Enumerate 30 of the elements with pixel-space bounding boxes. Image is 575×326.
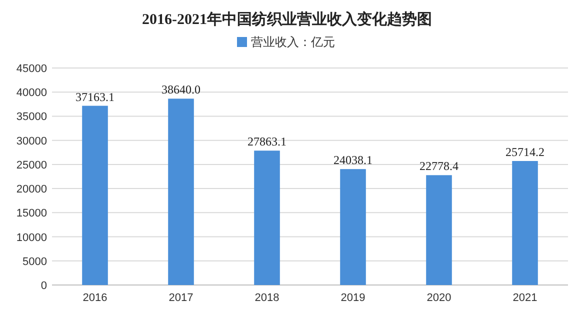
legend-label: 营业收入：亿元 bbox=[251, 35, 335, 49]
y-tick-label: 45000 bbox=[16, 63, 47, 75]
x-tick-label: 2019 bbox=[340, 292, 366, 304]
bar bbox=[82, 106, 108, 285]
data-label: 38640.0 bbox=[162, 82, 200, 97]
x-tick-label: 2016 bbox=[82, 292, 108, 304]
data-label: 27863.1 bbox=[248, 134, 286, 149]
x-tick-label: 2020 bbox=[426, 292, 452, 304]
y-tick-label: 30000 bbox=[16, 135, 47, 148]
x-tick-label: 2021 bbox=[512, 292, 538, 304]
chart-title: 2016-2021年中国纺织业营业收入变化趋势图 bbox=[142, 10, 432, 28]
bar bbox=[512, 161, 538, 285]
y-tick-label: 15000 bbox=[16, 208, 47, 220]
y-tick-label: 25000 bbox=[16, 159, 47, 172]
bar bbox=[254, 150, 280, 285]
y-tick-label: 5000 bbox=[22, 256, 47, 268]
data-label: 25714.2 bbox=[506, 145, 544, 159]
data-label: 22778.4 bbox=[420, 159, 458, 174]
data-label: 37163.1 bbox=[76, 90, 114, 104]
bar bbox=[426, 175, 452, 285]
x-tick-label: 2017 bbox=[168, 292, 194, 304]
y-tick-label: 10000 bbox=[16, 232, 47, 244]
x-tick-label: 2018 bbox=[254, 292, 280, 304]
y-tick-label: 0 bbox=[40, 280, 47, 292]
y-tick-label: 40000 bbox=[16, 87, 47, 100]
bar bbox=[340, 169, 366, 285]
y-tick-label: 20000 bbox=[16, 184, 47, 196]
bar bbox=[168, 98, 194, 285]
data-label: 24038.1 bbox=[334, 153, 372, 168]
y-tick-label: 35000 bbox=[16, 111, 47, 124]
